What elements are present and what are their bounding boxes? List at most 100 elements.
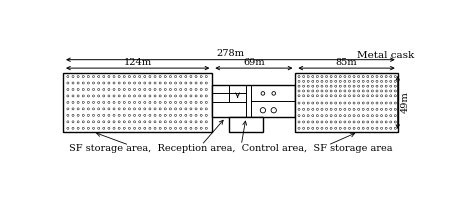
Circle shape <box>394 95 397 97</box>
Circle shape <box>206 114 207 116</box>
Circle shape <box>108 127 110 129</box>
Circle shape <box>144 89 146 91</box>
Circle shape <box>339 95 341 97</box>
Circle shape <box>87 89 89 91</box>
Circle shape <box>349 80 350 82</box>
Circle shape <box>195 89 197 91</box>
Circle shape <box>170 75 171 78</box>
Circle shape <box>170 101 171 103</box>
Circle shape <box>339 115 341 117</box>
Circle shape <box>103 95 105 97</box>
Circle shape <box>82 114 84 116</box>
Circle shape <box>190 127 192 129</box>
Circle shape <box>92 114 95 116</box>
Circle shape <box>118 89 120 91</box>
Circle shape <box>385 85 387 87</box>
Circle shape <box>371 121 373 123</box>
Circle shape <box>175 108 177 110</box>
Circle shape <box>164 127 166 129</box>
Circle shape <box>353 80 355 82</box>
Circle shape <box>129 95 130 97</box>
Circle shape <box>321 90 323 92</box>
Circle shape <box>170 89 171 91</box>
Circle shape <box>261 92 265 95</box>
Circle shape <box>180 121 182 123</box>
Circle shape <box>185 89 187 91</box>
Circle shape <box>149 101 151 103</box>
Circle shape <box>381 95 383 97</box>
Circle shape <box>82 101 84 103</box>
Circle shape <box>302 80 305 82</box>
Circle shape <box>390 80 392 82</box>
Circle shape <box>390 85 392 87</box>
Circle shape <box>206 95 207 97</box>
Circle shape <box>154 75 156 78</box>
Circle shape <box>349 108 350 110</box>
Bar <box>229 118 263 132</box>
Circle shape <box>371 95 373 97</box>
Circle shape <box>371 108 373 110</box>
Circle shape <box>67 95 69 97</box>
Circle shape <box>72 82 74 84</box>
Circle shape <box>190 101 192 103</box>
Circle shape <box>344 80 346 82</box>
Circle shape <box>307 127 309 129</box>
Circle shape <box>72 75 74 78</box>
Circle shape <box>170 108 171 110</box>
Circle shape <box>139 95 141 97</box>
Circle shape <box>357 127 360 129</box>
Circle shape <box>154 95 156 97</box>
Text: Metal cask: Metal cask <box>357 51 415 60</box>
Circle shape <box>385 115 387 117</box>
Circle shape <box>312 127 314 129</box>
Circle shape <box>67 89 69 91</box>
Circle shape <box>144 95 146 97</box>
Circle shape <box>316 115 318 117</box>
Circle shape <box>353 115 355 117</box>
Circle shape <box>335 90 337 92</box>
Circle shape <box>307 80 309 82</box>
Circle shape <box>185 127 187 129</box>
Circle shape <box>335 75 337 78</box>
Circle shape <box>67 101 69 103</box>
Circle shape <box>381 102 383 104</box>
Circle shape <box>108 108 110 110</box>
Circle shape <box>149 89 151 91</box>
Circle shape <box>113 89 115 91</box>
Circle shape <box>312 85 314 87</box>
Circle shape <box>144 127 146 129</box>
Circle shape <box>339 90 341 92</box>
Circle shape <box>316 95 318 97</box>
Circle shape <box>371 85 373 87</box>
Circle shape <box>349 127 350 129</box>
Circle shape <box>335 108 337 110</box>
Circle shape <box>321 75 323 78</box>
Circle shape <box>312 102 314 104</box>
Circle shape <box>87 75 89 78</box>
Circle shape <box>381 75 383 78</box>
Circle shape <box>316 121 318 123</box>
Circle shape <box>362 108 364 110</box>
Circle shape <box>206 127 207 129</box>
Circle shape <box>72 95 74 97</box>
Circle shape <box>206 101 207 103</box>
Circle shape <box>200 89 202 91</box>
Circle shape <box>312 121 314 123</box>
Circle shape <box>349 102 350 104</box>
Circle shape <box>185 95 187 97</box>
Circle shape <box>200 82 202 84</box>
Circle shape <box>298 115 300 117</box>
Circle shape <box>67 75 69 78</box>
Circle shape <box>139 82 141 84</box>
Circle shape <box>367 102 369 104</box>
Text: 278m: 278m <box>216 49 244 58</box>
Circle shape <box>118 114 120 116</box>
Circle shape <box>335 95 337 97</box>
Circle shape <box>129 101 130 103</box>
Circle shape <box>321 108 323 110</box>
Circle shape <box>298 102 300 104</box>
Circle shape <box>330 121 332 123</box>
Circle shape <box>367 121 369 123</box>
Text: 85m: 85m <box>336 58 357 67</box>
Circle shape <box>376 80 378 82</box>
